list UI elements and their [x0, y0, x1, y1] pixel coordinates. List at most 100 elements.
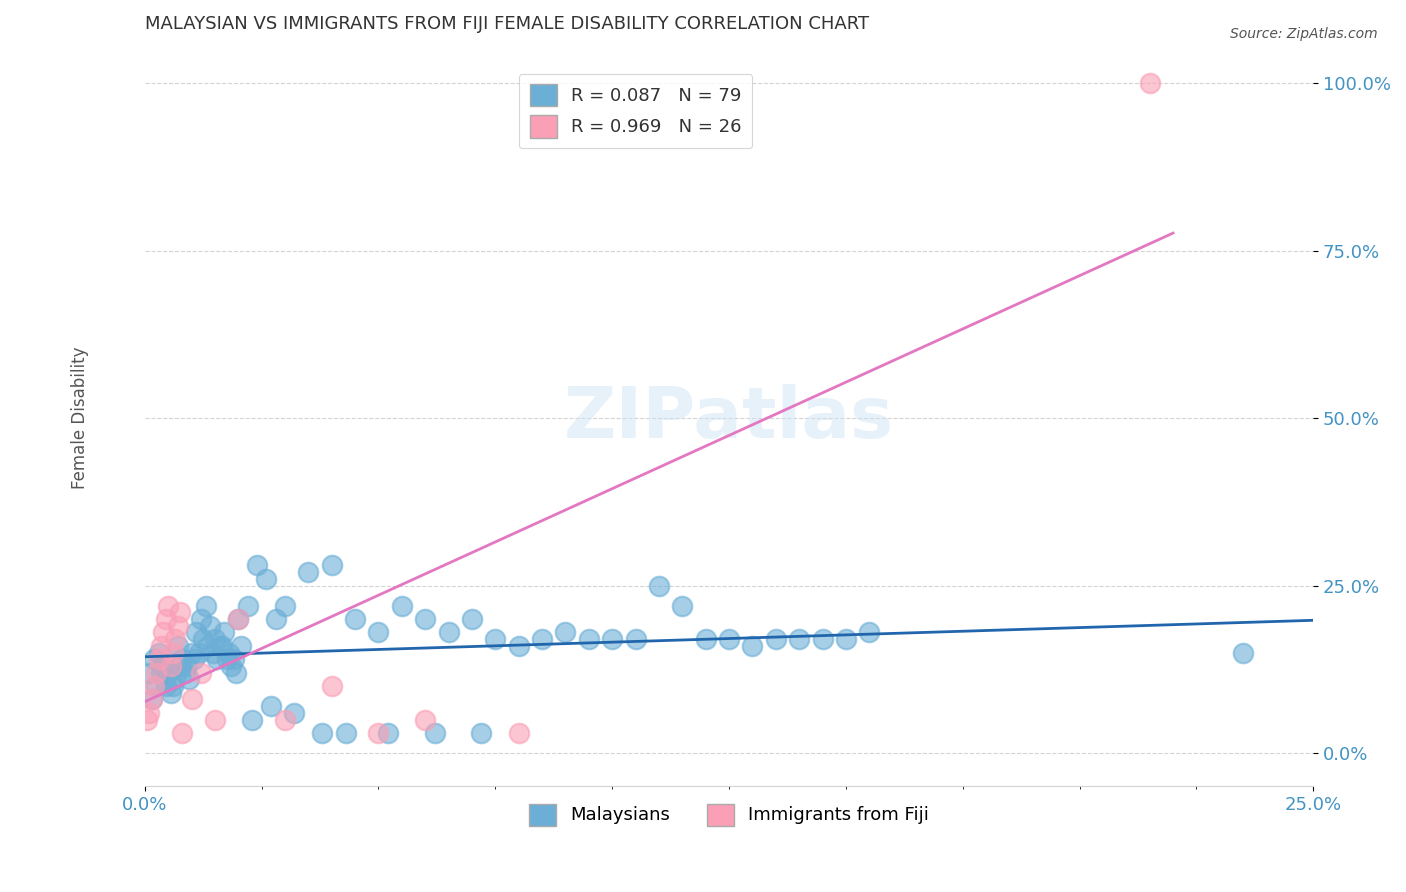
Point [159, 686, 181, 700]
Point [461, 612, 484, 626]
Point [600, 632, 623, 647]
Point [211, 639, 233, 653]
Point [423, 726, 446, 740]
Point [226, 612, 249, 626]
Point [162, 679, 184, 693]
Point [344, 612, 367, 626]
Point [145, 679, 167, 693]
Point [508, 726, 530, 740]
Point [391, 599, 413, 613]
Point [311, 726, 333, 740]
Point [718, 632, 741, 647]
Point [169, 606, 191, 620]
Point [173, 665, 195, 680]
Point [246, 558, 269, 573]
Point [204, 632, 226, 647]
Point [138, 706, 160, 720]
Point [200, 619, 222, 633]
Point [157, 599, 180, 613]
Point [152, 659, 174, 673]
Point [157, 665, 180, 680]
Point [335, 726, 357, 740]
Point [264, 612, 287, 626]
Point [236, 599, 259, 613]
Point [254, 572, 277, 586]
Point [186, 625, 208, 640]
Point [150, 639, 173, 653]
Point [624, 632, 647, 647]
Point [155, 679, 177, 693]
Point [183, 652, 205, 666]
Point [212, 625, 235, 640]
Text: ZIPatlas: ZIPatlas [564, 384, 894, 452]
Point [165, 673, 187, 687]
Point [208, 639, 231, 653]
Point [531, 632, 554, 647]
Text: Source: ZipAtlas.com: Source: ZipAtlas.com [1230, 27, 1378, 41]
Point [695, 632, 717, 647]
Point [169, 659, 191, 673]
Text: MALAYSIAN VS IMMIGRANTS FROM FIJI FEMALE DISABILITY CORRELATION CHART: MALAYSIAN VS IMMIGRANTS FROM FIJI FEMALE… [145, 15, 869, 33]
Point [240, 713, 263, 727]
Point [180, 692, 202, 706]
Point [148, 646, 170, 660]
Point [274, 713, 297, 727]
Point [179, 673, 201, 687]
Point [835, 632, 858, 647]
Point [193, 632, 215, 647]
Point [321, 558, 343, 573]
Point [143, 679, 166, 693]
Point [138, 665, 160, 680]
Point [297, 565, 319, 579]
Point [141, 692, 163, 706]
Point [166, 619, 188, 633]
Point [321, 679, 343, 693]
Point [226, 612, 249, 626]
Point [765, 632, 787, 647]
Point [508, 639, 530, 653]
Point [176, 659, 198, 673]
Point [166, 639, 188, 653]
Point [207, 652, 229, 666]
Point [222, 652, 245, 666]
Point [1232, 646, 1254, 660]
Point [187, 646, 209, 660]
Point [150, 665, 173, 680]
Point [215, 652, 238, 666]
Point [201, 646, 224, 660]
Point [143, 652, 166, 666]
Point [204, 713, 226, 727]
Point [162, 646, 184, 660]
Point [136, 713, 159, 727]
Point [152, 625, 174, 640]
Point [141, 692, 163, 706]
Point [470, 726, 492, 740]
Point [148, 652, 170, 666]
Point [811, 632, 834, 647]
Legend: Malaysians, Immigrants from Fiji: Malaysians, Immigrants from Fiji [519, 793, 939, 837]
Point [413, 713, 436, 727]
Point [787, 632, 810, 647]
Point [648, 578, 671, 592]
Point [283, 706, 305, 720]
Point [484, 632, 506, 647]
Point [858, 625, 880, 640]
Point [165, 632, 187, 647]
Point [671, 599, 693, 613]
Point [260, 699, 283, 714]
Point [190, 665, 212, 680]
Point [180, 646, 202, 660]
Point [219, 659, 242, 673]
Point [159, 659, 181, 673]
Point [274, 599, 297, 613]
Point [413, 612, 436, 626]
Point [197, 639, 219, 653]
Point [437, 625, 460, 640]
Point [145, 665, 167, 680]
Point [229, 639, 252, 653]
Point [367, 625, 389, 640]
Point [190, 612, 212, 626]
Point [377, 726, 399, 740]
Point [578, 632, 600, 647]
Point [1139, 76, 1161, 90]
